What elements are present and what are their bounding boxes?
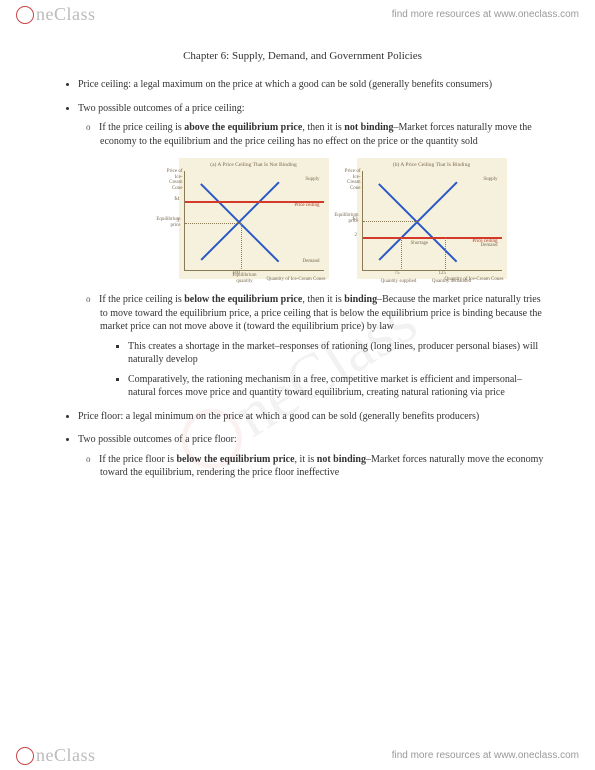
brand-name: neClass [36,745,96,766]
p-ceiling-tick: 2 [355,233,358,239]
chart-plot: Price of Ice-Cream Cone [362,171,502,271]
eq-qty-dash [241,223,242,271]
subsub-rationing: Comparatively, the rationing mechanism i… [128,373,545,400]
brand-logo: neClass [16,4,96,25]
qd-tick: 125 [439,271,447,277]
qd-dash [445,237,446,271]
bullet-ceiling-outcomes: Two possible outcomes of a price ceiling… [78,102,545,400]
sub-ceiling-below: If the price ceiling is below the equili… [100,293,545,400]
brand-ring-icon [16,6,34,24]
eq-price-label: Equilibrium price [155,217,181,228]
chart-title: (b) A Price Ceiling That Is Binding [361,162,503,169]
brand-name: neClass [36,4,96,25]
p-ceiling-tick: $4 [175,197,180,203]
bullet-floor-outcomes: Two possible outcomes of a price floor: … [78,433,545,480]
brand-ring-icon [16,747,34,765]
eq-qty-label: Equilibrium quantity [225,273,265,284]
document-body: Chapter 6: Supply, Demand, and Governmen… [60,50,545,720]
x-axis-label: Quantity of Ice-Cream Cones [266,277,325,283]
eq-price-dash [363,221,419,222]
sub-floor-below: If the price floor is below the equilibr… [100,453,545,480]
text: Price floor: a legal minimum on the pric… [78,411,479,422]
ceiling-label: Price ceiling [472,239,497,245]
page-footer: neClass find more resources at www.onecl… [0,741,595,770]
page-header: neClass find more resources at www.onecl… [0,0,595,29]
bullet-price-ceiling-def: Price ceiling: a legal maximum on the pr… [78,78,545,92]
y-axis-label: Price of Ice-Cream Cone [341,169,361,191]
chart-binding: (b) A Price Ceiling That Is Binding Pric… [357,158,507,279]
eq-price-label: Equilibrium price [333,213,359,224]
eq-price-dash [185,223,241,224]
qs-tick: 75 [395,271,400,277]
qs-label: Quantity supplied [379,279,419,285]
shortage-label: Shortage [411,241,429,247]
x-axis-label: Quantity of Ice-Cream Cones [444,277,503,283]
header-tagline: find more resources at www.oneclass.com [392,9,579,20]
charts-row: (a) A Price Ceiling That Is Not Binding … [140,158,545,279]
y-axis-label: Price of Ice-Cream Cone [163,169,183,191]
subsub-shortage: This creates a shortage in the market–re… [128,340,545,367]
qs-dash [401,237,402,271]
text: Price ceiling: a legal maximum on the pr… [78,79,492,90]
supply-label: Supply [305,177,319,183]
bullet-price-floor-def: Price floor: a legal minimum on the pric… [78,410,545,424]
demand-label: Demand [303,259,320,265]
text: Two possible outcomes of a price ceiling… [78,103,244,114]
chart-plot: Price of Ice-Cream Cone [184,171,324,271]
footer-tagline: find more resources at www.oneclass.com [392,750,579,761]
brand-logo-footer: neClass [16,745,96,766]
chapter-title: Chapter 6: Supply, Demand, and Governmen… [60,50,545,62]
chart-title: (a) A Price Ceiling That Is Not Binding [183,162,325,169]
chart-not-binding: (a) A Price Ceiling That Is Not Binding … [179,158,329,279]
supply-label: Supply [483,177,497,183]
ceiling-label: Price ceiling [294,203,319,209]
text: Two possible outcomes of a price floor: [78,434,237,445]
sub-ceiling-above: If the price ceiling is above the equili… [100,121,545,279]
